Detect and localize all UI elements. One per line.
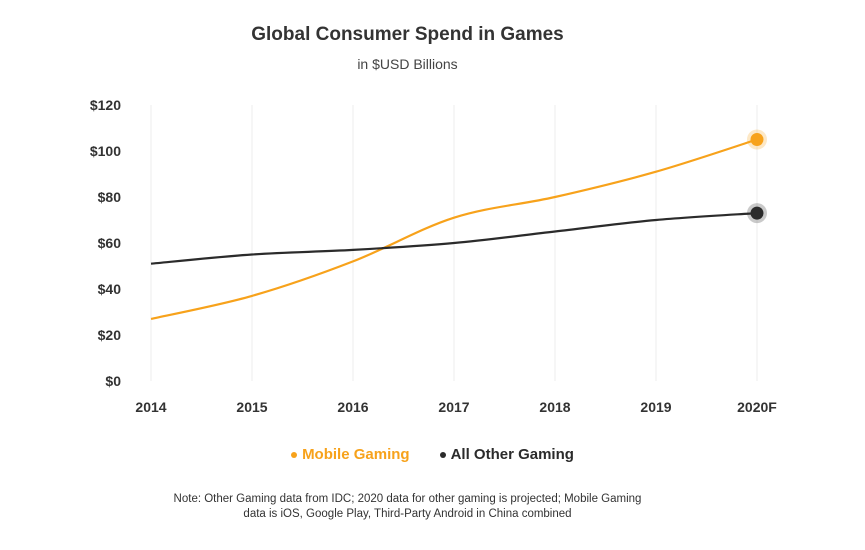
- footnote: Note: Other Gaming data from IDC; 2020 d…: [0, 492, 815, 522]
- legend-label-mobile: Mobile Gaming: [302, 446, 410, 463]
- legend-item-other: All Other Gaming: [439, 446, 574, 463]
- y-tick-label: $120: [90, 97, 121, 113]
- x-tick-label: 2019: [640, 399, 671, 415]
- y-tick-label: $100: [90, 143, 121, 159]
- x-tick-label: 2015: [236, 399, 267, 415]
- x-tick-label: 2016: [337, 399, 368, 415]
- chart-title: Global Consumer Spend in Games: [251, 24, 564, 45]
- y-tick-label: $60: [98, 235, 122, 251]
- chart-subtitle: in $USD Billions: [357, 56, 458, 72]
- x-tick-label: 2020F: [737, 399, 777, 415]
- y-tick-label: $0: [105, 373, 121, 389]
- series-line-1: [150, 212, 758, 265]
- legend-label-other: All Other Gaming: [450, 446, 574, 463]
- footnote-line: Note: Other Gaming data from IDC; 2020 d…: [173, 493, 642, 505]
- y-tick-label: $20: [98, 327, 122, 343]
- end-marker: [750, 206, 764, 220]
- x-tick-label: 2014: [135, 399, 166, 415]
- x-tick-label: 2017: [438, 399, 469, 415]
- y-tick-label: $80: [98, 189, 122, 205]
- legend: Mobile Gaming All Other Gaming: [0, 446, 865, 463]
- x-tick-label: 2018: [539, 399, 570, 415]
- y-tick-label: $40: [98, 281, 122, 297]
- legend-item-mobile: Mobile Gaming: [291, 446, 410, 463]
- end-marker: [750, 133, 764, 146]
- series-line-0: [150, 138, 758, 320]
- footnote-line: data is iOS, Google Play, Third-Party An…: [243, 508, 572, 520]
- legend-marker-mobile: [291, 451, 298, 458]
- legend-marker-other: [439, 451, 446, 458]
